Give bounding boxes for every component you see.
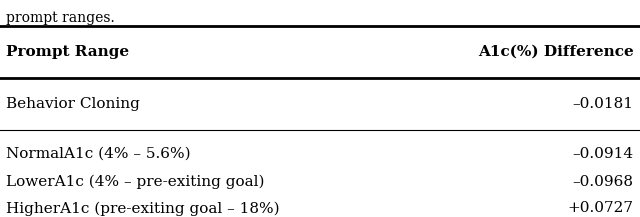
Text: –0.0181: –0.0181 bbox=[573, 97, 634, 111]
Text: –0.0914: –0.0914 bbox=[572, 147, 634, 161]
Text: A1c(%) Difference: A1c(%) Difference bbox=[478, 45, 634, 59]
Text: NormalA1c (4% – 5.6%): NormalA1c (4% – 5.6%) bbox=[6, 147, 191, 161]
Text: LowerA1c (4% – pre-exiting goal): LowerA1c (4% – pre-exiting goal) bbox=[6, 175, 265, 189]
Text: Behavior Cloning: Behavior Cloning bbox=[6, 97, 140, 111]
Text: –0.0968: –0.0968 bbox=[573, 175, 634, 189]
Text: Prompt Range: Prompt Range bbox=[6, 45, 129, 59]
Text: prompt ranges.: prompt ranges. bbox=[6, 11, 115, 25]
Text: HigherA1c (pre-exiting goal – 18%): HigherA1c (pre-exiting goal – 18%) bbox=[6, 201, 280, 215]
Text: +0.0727: +0.0727 bbox=[568, 201, 634, 215]
